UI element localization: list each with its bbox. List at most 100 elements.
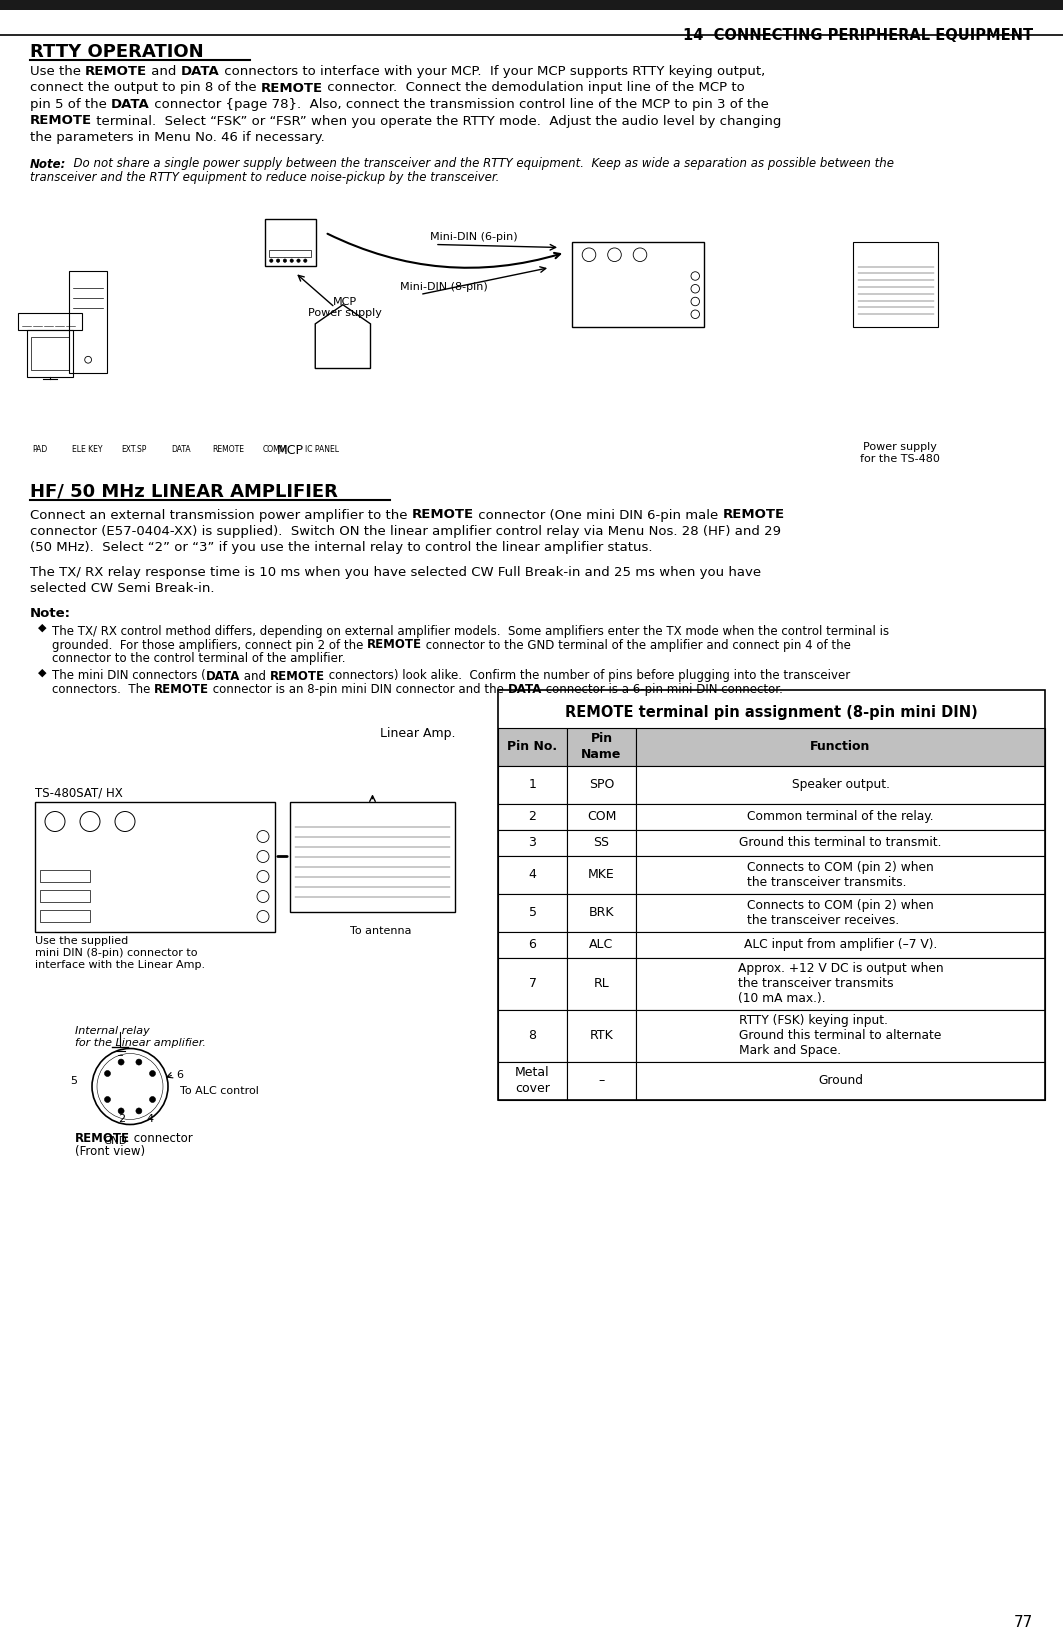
Text: ELE KEY: ELE KEY (71, 444, 102, 454)
Bar (567, 727, 636, 765)
Text: 2: 2 (528, 809, 537, 823)
Text: Connects to COM (pin 2) when
the transceiver receives.: Connects to COM (pin 2) when the transce… (747, 899, 934, 927)
Bar (35, 801, 275, 932)
Bar (636, 856, 1045, 894)
Text: selected CW Semi Break-in.: selected CW Semi Break-in. (30, 583, 215, 595)
Text: and: and (148, 64, 181, 78)
Bar (69, 271, 107, 372)
Text: REMOTE: REMOTE (30, 114, 92, 127)
Circle shape (150, 1070, 155, 1077)
Circle shape (150, 1097, 155, 1102)
Bar (497, 829, 567, 856)
Text: Metal
cover: Metal cover (516, 1067, 550, 1095)
Text: REMOTE: REMOTE (260, 81, 323, 94)
Text: The TX/ RX relay response time is 10 ms when you have selected CW Full Break-in : The TX/ RX relay response time is 10 ms … (30, 567, 761, 578)
Text: RTTY OPERATION: RTTY OPERATION (30, 43, 204, 61)
Text: transceiver and the RTTY equipment to reduce noise-pickup by the transceiver.: transceiver and the RTTY equipment to re… (30, 170, 500, 183)
Text: 2: 2 (118, 1115, 125, 1125)
Text: Mini-DIN (6-pin): Mini-DIN (6-pin) (431, 233, 518, 243)
Bar (265, 220, 316, 266)
Text: REMOTE: REMOTE (212, 444, 244, 454)
Text: PAD: PAD (32, 444, 48, 454)
Text: connector is an 8-pin mini DIN connector and the: connector is an 8-pin mini DIN connector… (209, 682, 508, 695)
Circle shape (290, 259, 293, 263)
Bar (567, 803, 636, 829)
Circle shape (304, 259, 307, 263)
Text: Function: Function (810, 740, 871, 753)
Bar (567, 829, 636, 856)
Bar (636, 1009, 1045, 1062)
Text: Ground this terminal to transmit.: Ground this terminal to transmit. (739, 836, 942, 849)
Text: 3: 3 (528, 836, 537, 849)
Text: Common terminal of the relay.: Common terminal of the relay. (747, 809, 933, 823)
Bar (40, 869, 90, 882)
Circle shape (283, 259, 287, 263)
Text: Power supply
for the TS-480: Power supply for the TS-480 (860, 443, 940, 464)
Text: BRK: BRK (589, 905, 614, 919)
Text: REMOTE: REMOTE (723, 509, 784, 522)
Bar (27, 330, 73, 377)
Text: connector to the control terminal of the amplifier.: connector to the control terminal of the… (52, 653, 345, 666)
Bar (636, 894, 1045, 932)
Circle shape (276, 259, 280, 263)
Bar (290, 801, 455, 912)
Text: COM: COM (587, 809, 617, 823)
Text: 77: 77 (1014, 1616, 1033, 1631)
Bar (31, 337, 69, 370)
Text: RL: RL (593, 976, 609, 990)
Bar (497, 932, 567, 958)
Text: GND: GND (103, 1137, 126, 1146)
Text: Note:: Note: (30, 157, 66, 170)
Text: The TX/ RX control method differs, depending on external amplifier models.  Some: The TX/ RX control method differs, depen… (52, 624, 889, 638)
Text: Internal relay
for the Linear amplifier.: Internal relay for the Linear amplifier. (75, 1026, 206, 1047)
Text: Use the supplied
mini DIN (8-pin) connector to
interface with the Linear Amp.: Use the supplied mini DIN (8-pin) connec… (35, 937, 205, 970)
Text: 6: 6 (176, 1069, 183, 1079)
Bar (497, 894, 567, 932)
Text: REMOTE: REMOTE (270, 669, 325, 682)
Text: connector is a 6-pin mini DIN connector.: connector is a 6-pin mini DIN connector. (542, 682, 783, 695)
Text: connectors to interface with your MCP.  If your MCP supports RTTY keying output,: connectors to interface with your MCP. I… (220, 64, 765, 78)
Bar (497, 803, 567, 829)
Text: Ground: Ground (819, 1074, 863, 1087)
Text: Mini-DIN (8-pin): Mini-DIN (8-pin) (400, 282, 488, 292)
Text: REMOTE: REMOTE (154, 682, 209, 695)
Text: connector to the GND terminal of the amplifier and connect pin 4 of the: connector to the GND terminal of the amp… (422, 639, 851, 651)
Text: REMOTE: REMOTE (367, 639, 422, 651)
Text: 14  CONNECTING PERIPHERAL EQUIPMENT: 14 CONNECTING PERIPHERAL EQUIPMENT (682, 28, 1033, 43)
Bar (636, 765, 1045, 803)
Text: HF/ 50 MHz LINEAR AMPLIFIER: HF/ 50 MHz LINEAR AMPLIFIER (30, 482, 338, 501)
Bar (567, 856, 636, 894)
Bar (40, 910, 90, 922)
Bar (269, 251, 311, 258)
Text: ◆: ◆ (38, 667, 47, 677)
Bar (497, 1062, 567, 1100)
Text: DATA: DATA (112, 97, 150, 111)
Text: REMOTE: REMOTE (411, 509, 474, 522)
Bar (497, 958, 567, 1009)
Text: connect the output to pin 8 of the: connect the output to pin 8 of the (30, 81, 260, 94)
Text: ALC: ALC (589, 938, 613, 952)
Bar (567, 765, 636, 803)
Text: 5: 5 (70, 1077, 78, 1087)
Text: To antenna: To antenna (350, 927, 411, 937)
Text: (Front view): (Front view) (75, 1145, 146, 1158)
Bar (567, 932, 636, 958)
Bar (567, 1009, 636, 1062)
Text: DATA: DATA (181, 64, 220, 78)
Text: DATA: DATA (206, 669, 240, 682)
Text: the parameters in Menu No. 46 if necessary.: the parameters in Menu No. 46 if necessa… (30, 131, 325, 144)
Bar (567, 894, 636, 932)
Bar (854, 241, 939, 327)
Text: MCP
Power supply: MCP Power supply (308, 297, 382, 319)
Text: SPO: SPO (589, 778, 614, 791)
Bar (567, 958, 636, 1009)
Text: EXT.SP: EXT.SP (121, 444, 147, 454)
Bar (497, 727, 567, 765)
Text: and: and (240, 669, 270, 682)
Text: terminal.  Select “FSK” or “FSR” when you operate the RTTY mode.  Adjust the aud: terminal. Select “FSK” or “FSR” when you… (92, 114, 781, 127)
Text: TS-480SAT/ HX: TS-480SAT/ HX (35, 786, 122, 800)
Text: 4: 4 (528, 867, 537, 881)
Text: MKE: MKE (588, 867, 614, 881)
Text: 4: 4 (147, 1115, 153, 1125)
Text: DATA: DATA (508, 682, 542, 695)
